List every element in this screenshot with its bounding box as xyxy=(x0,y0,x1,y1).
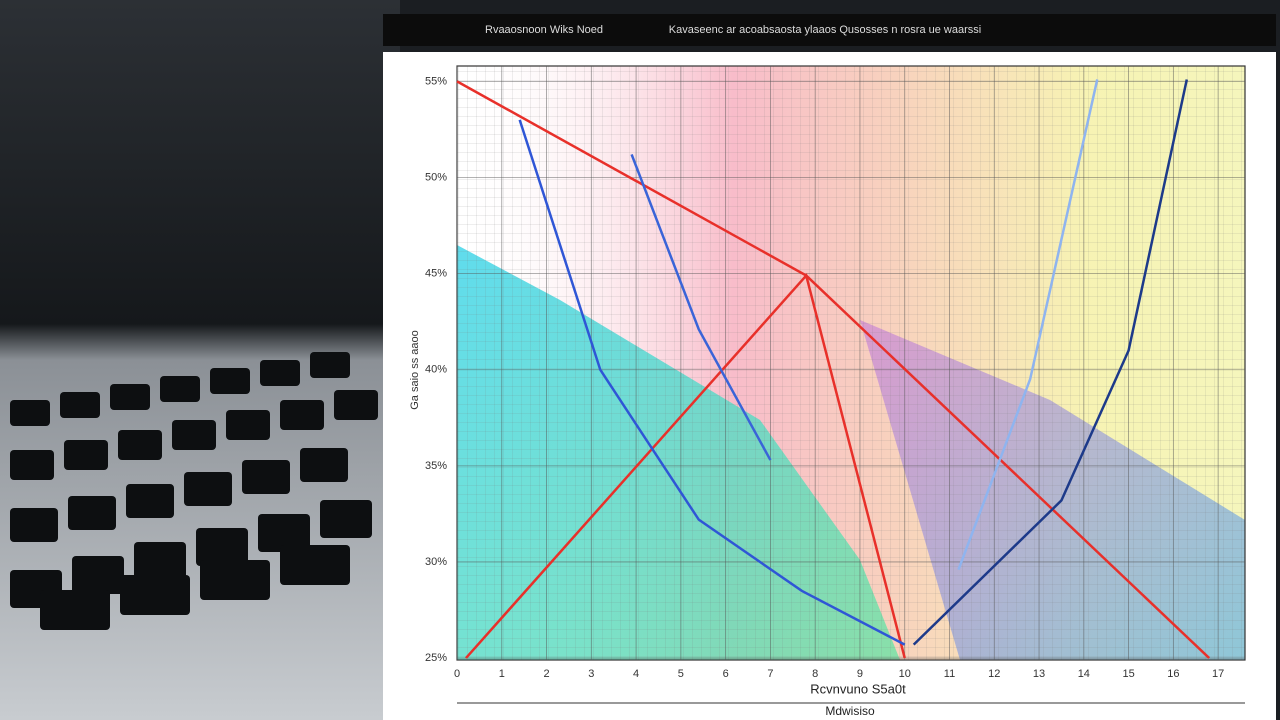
x-tick-label: 3 xyxy=(588,668,594,680)
x-tick-label: 13 xyxy=(1033,668,1045,680)
x-tick-label: 6 xyxy=(723,668,729,680)
x-tick-label: 15 xyxy=(1122,668,1134,680)
x-tick-label: 8 xyxy=(812,668,818,680)
chart-title: Rvaaosnoon Wiks Noed xyxy=(485,24,603,36)
x-tick-label: 1 xyxy=(499,668,505,680)
title-strip xyxy=(383,14,1276,46)
x-tick-label: 5 xyxy=(678,668,684,680)
x-axis-label: Rcvnvuno S5a0t xyxy=(810,681,906,696)
x-tick-label: 10 xyxy=(899,668,911,680)
series-line xyxy=(630,153,772,461)
x-tick-label: 0 xyxy=(454,668,460,680)
footer-label: Mdwisiso xyxy=(825,704,875,718)
x-tick-label: 11 xyxy=(944,668,955,680)
x-tick-label: 17 xyxy=(1212,668,1224,680)
x-tick-label: 7 xyxy=(767,668,773,680)
x-tick-label: 12 xyxy=(988,668,1000,680)
x-tick-label: 14 xyxy=(1078,668,1090,680)
y-axis-label: Ga saio ss aaoo xyxy=(409,330,421,410)
y-tick-label: 40% xyxy=(425,364,447,376)
y-tick-label: 45% xyxy=(425,268,447,280)
x-tick-label: 2 xyxy=(543,668,549,680)
y-tick-label: 50% xyxy=(425,171,447,183)
keyboard xyxy=(10,352,378,630)
series-line xyxy=(912,79,1189,646)
y-tick-label: 55% xyxy=(425,75,447,87)
y-tick-label: 25% xyxy=(425,652,447,664)
background-wash xyxy=(457,66,1245,660)
x-tick-label: 4 xyxy=(633,668,639,680)
chart-subtitle: Kavaseenc ar acoabsaosta ylaaos Qusosses… xyxy=(669,24,981,36)
y-tick-label: 30% xyxy=(425,556,447,568)
y-tick-label: 35% xyxy=(425,460,447,472)
x-tick-label: 16 xyxy=(1167,668,1179,680)
series-line xyxy=(518,119,906,646)
x-tick-label: 9 xyxy=(857,668,863,680)
series-line xyxy=(957,79,1099,571)
series-line xyxy=(465,272,906,659)
